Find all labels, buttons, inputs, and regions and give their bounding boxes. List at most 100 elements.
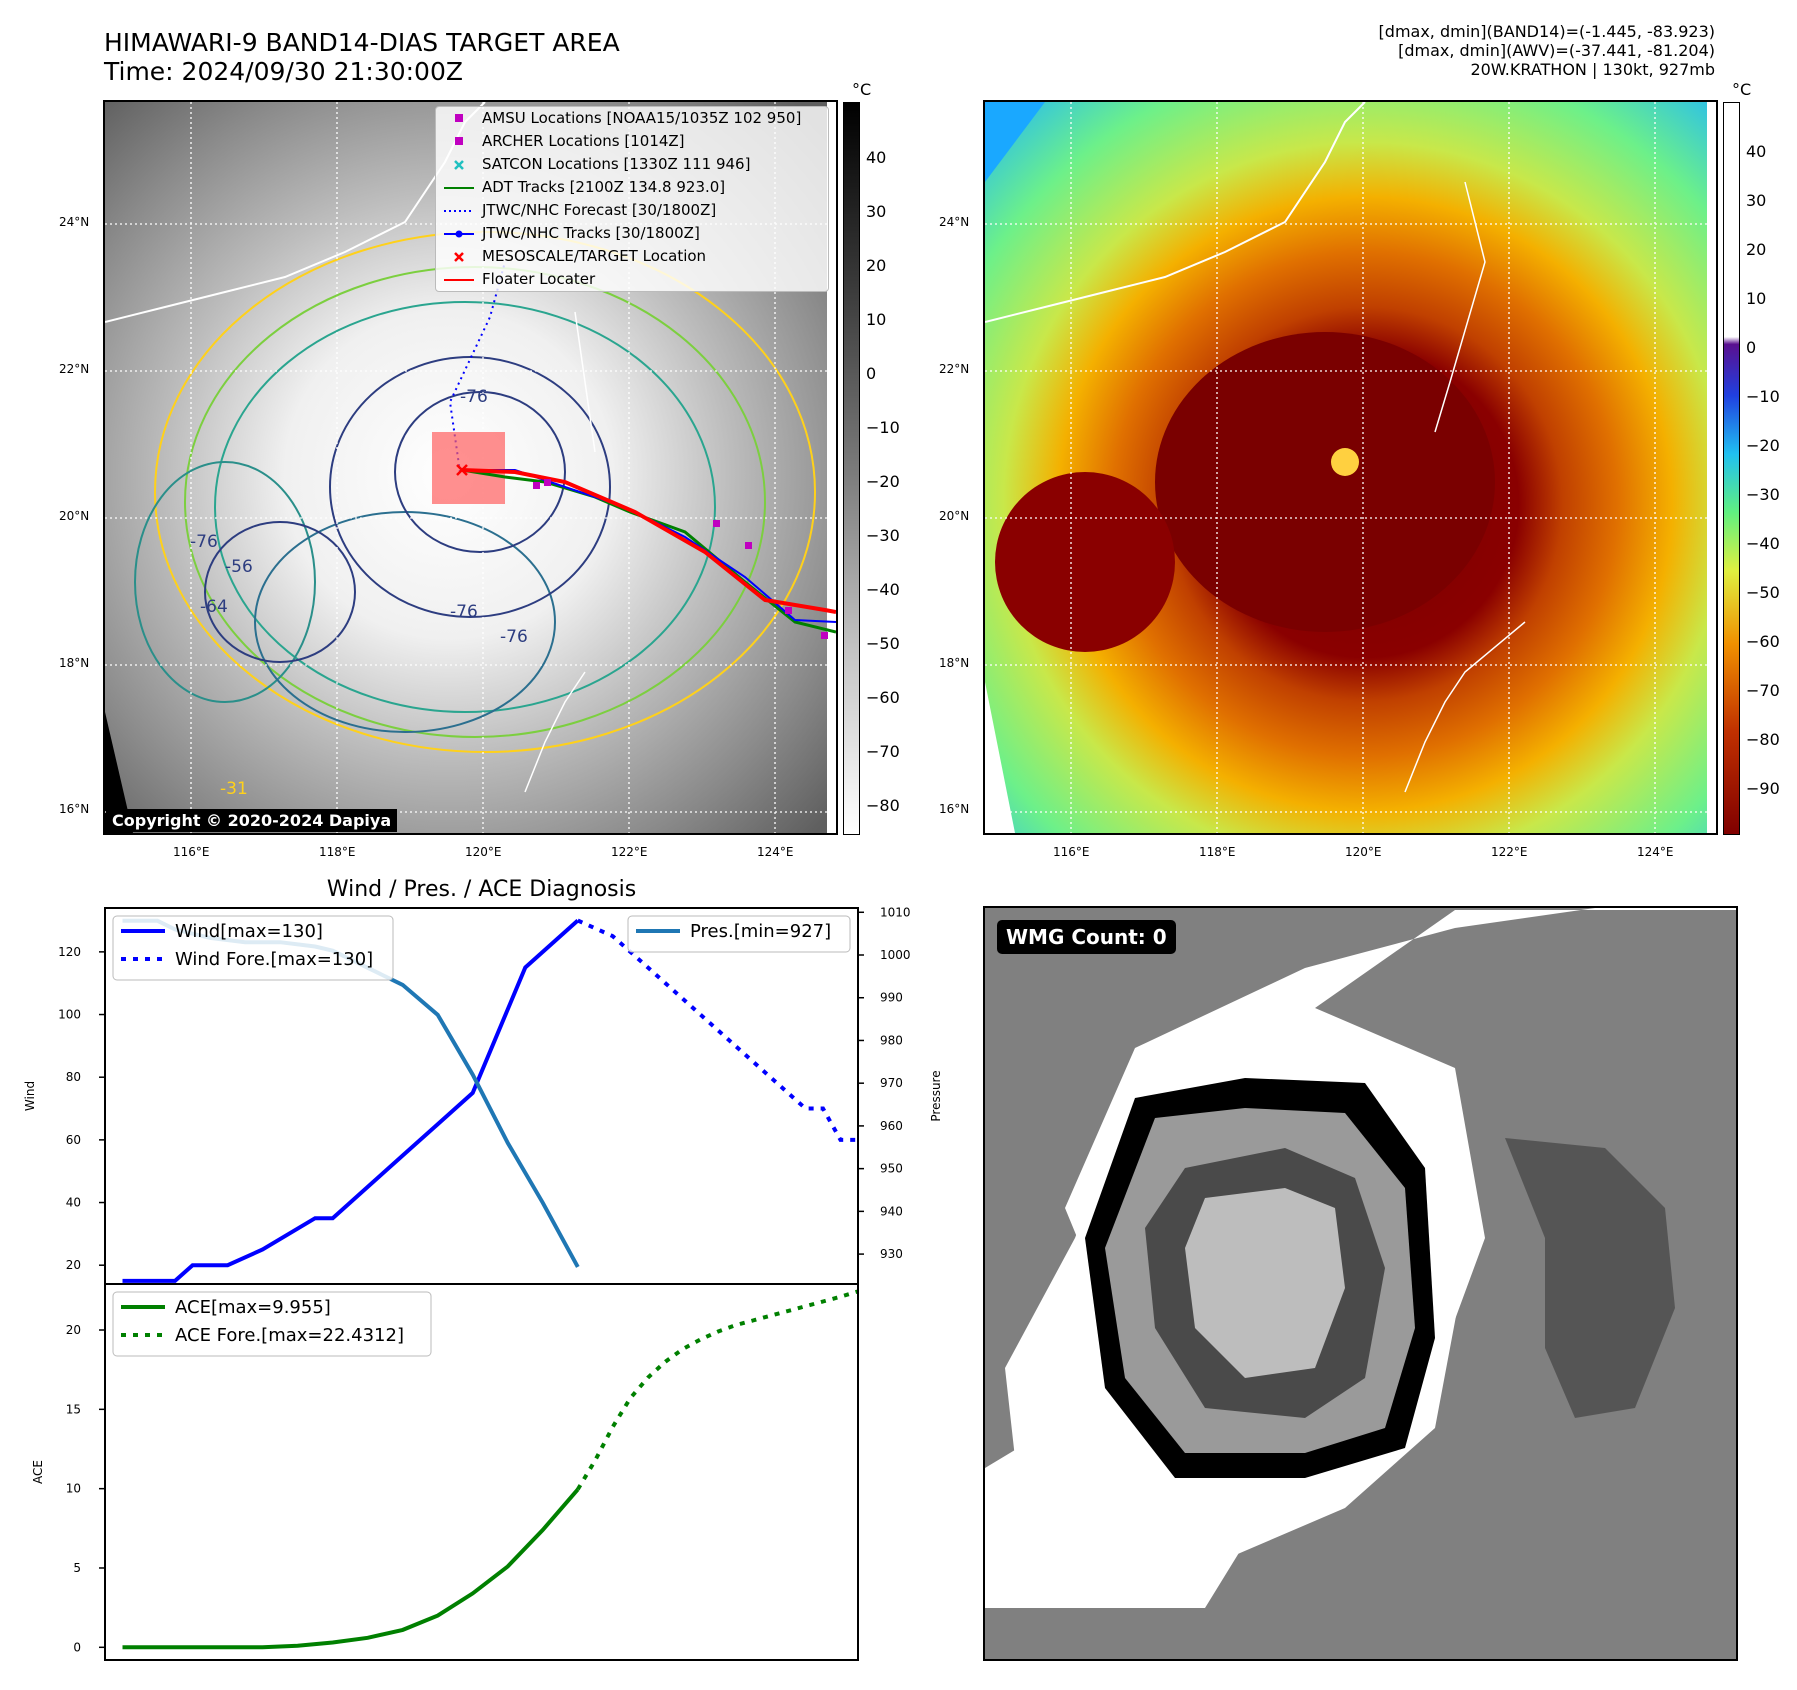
awv-colorbar	[1723, 102, 1740, 835]
lat-label: 16°N	[59, 802, 90, 816]
lat-label: 20°N	[59, 509, 90, 523]
colorbar-tick: 20	[866, 256, 887, 275]
legend-jtwc-forecast: JTWC/NHC Forecast [30/1800Z]	[436, 199, 828, 222]
lat-label: 18°N	[59, 656, 90, 670]
y2-tick-label: 940	[880, 1204, 903, 1218]
contour-label: -76	[460, 387, 488, 407]
info-panel: [dmax, dmin](BAND14)=(-1.445, -83.923) […	[1379, 22, 1715, 79]
legend-adt: ADT Tracks [2100Z 134.8 923.0]	[436, 176, 828, 199]
legend-label: Wind[max=130]	[175, 921, 323, 942]
colorbar-tick: 10	[866, 310, 887, 329]
lat-label: 24°N	[59, 215, 90, 229]
contour-label: -31	[220, 779, 248, 799]
y2-tick-label: 930	[880, 1247, 903, 1261]
chart-legend-box	[627, 915, 851, 953]
colorbar-tick: −70	[866, 742, 900, 761]
y2-tick-label: 1000	[880, 948, 911, 962]
colorbar-tick: −80	[1746, 730, 1780, 749]
y2-tick-label: 980	[880, 1033, 903, 1047]
colorbar-tick: −10	[866, 418, 900, 437]
contour-label: -64	[200, 597, 228, 617]
chart-subtitle: Wind / Pres. / ACE Diagnosis	[327, 877, 636, 902]
lat-label: 22°N	[59, 362, 90, 376]
wmg-panel: WMG Count: 0	[983, 906, 1738, 1661]
legend-mesoscale: MESOSCALE/TARGET Location	[436, 245, 828, 268]
y2-tick-label: 1010	[880, 905, 911, 919]
y-tick-label: 15	[66, 1402, 81, 1416]
lon-label: 120°E	[465, 845, 502, 859]
colorbar-tick: −60	[866, 688, 900, 707]
map-legend: AMSU Locations [NOAA15/1035Z 102 950] AR…	[435, 106, 829, 292]
y-tick-label: 80	[66, 1070, 81, 1084]
lat-label: 20°N	[939, 509, 970, 523]
y-axis-label: Wind	[23, 1081, 37, 1111]
lat-label: 22°N	[939, 362, 970, 376]
chart-title: HIMAWARI-9 BAND14-DIAS TARGET AREA	[104, 28, 620, 57]
contour-label: -76	[500, 627, 528, 647]
colorbar-tick: 40	[866, 148, 887, 167]
lat-label: 18°N	[939, 656, 970, 670]
info-storm: 20W.KRATHON | 130kt, 927mb	[1470, 60, 1715, 79]
wmg-count-badge: WMG Count: 0	[997, 920, 1176, 954]
colorbar-unit: °C	[1732, 80, 1752, 99]
colorbar-tick: −50	[1746, 583, 1780, 602]
legend-amsu: AMSU Locations [NOAA15/1035Z 102 950]	[436, 107, 828, 130]
lat-label: 24°N	[939, 215, 970, 229]
lon-label: 118°E	[1199, 845, 1236, 859]
lon-label: 124°E	[757, 845, 794, 859]
lon-label: 116°E	[173, 845, 210, 859]
legend-label: Pres.[min=927]	[690, 921, 831, 942]
ace-frame	[104, 1283, 859, 1661]
lat-label: 16°N	[939, 802, 970, 816]
y2-axis-label: Pressure	[929, 1070, 943, 1121]
y-tick-label: 100	[58, 1008, 81, 1022]
y-tick-label: 40	[66, 1196, 81, 1210]
colorbar-tick: −20	[1746, 436, 1780, 455]
colorbar-tick: 30	[866, 202, 887, 221]
colorbar-tick: 0	[1746, 338, 1757, 357]
colorbar-tick: 40	[1746, 142, 1767, 161]
y-tick-label: 20	[66, 1323, 81, 1337]
lon-label: 122°E	[611, 845, 648, 859]
legend-floater: Floater Locater	[436, 268, 828, 291]
chart-legend-box	[112, 915, 394, 981]
contour-label: -76	[450, 602, 478, 622]
colorbar-unit: °C	[852, 80, 872, 99]
y2-tick-label: 950	[880, 1162, 903, 1176]
colorbar-tick: 20	[1746, 240, 1767, 259]
colorbar-tick: −20	[866, 472, 900, 491]
awv-map-panel	[983, 100, 1718, 835]
info-band14: [dmax, dmin](BAND14)=(-1.445, -83.923)	[1378, 22, 1715, 41]
line-dot-icon	[442, 222, 476, 245]
colorbar-tick: −40	[866, 580, 900, 599]
x-marker-icon	[442, 153, 476, 176]
colorbar-tick: 30	[1746, 191, 1767, 210]
grayscale-colorbar	[843, 102, 860, 835]
lon-label: 118°E	[319, 845, 356, 859]
y-tick-label: 20	[66, 1258, 81, 1272]
square-marker-icon	[442, 107, 476, 130]
legend-label: ACE Fore.[max=22.4312]	[175, 1325, 404, 1346]
y2-tick-label: 960	[880, 1119, 903, 1133]
lon-label: 116°E	[1053, 845, 1090, 859]
line-icon	[442, 176, 476, 199]
legend-jtwc-tracks: JTWC/NHC Tracks [30/1800Z]	[436, 222, 828, 245]
dotted-line-icon	[442, 199, 476, 222]
lon-label: 124°E	[1637, 845, 1674, 859]
colorbar-tick: −60	[1746, 632, 1780, 651]
y-tick-label: 60	[66, 1133, 81, 1147]
y2-tick-label: 970	[880, 1076, 903, 1090]
colorbar-tick: −70	[1746, 681, 1780, 700]
legend-satcon: SATCON Locations [1330Z 111 946]	[436, 153, 828, 176]
colorbar-tick: −50	[866, 634, 900, 653]
y-tick-label: 120	[58, 945, 81, 959]
lon-label: 120°E	[1345, 845, 1382, 859]
contour-label: -56	[225, 557, 253, 577]
contour-label: -76	[190, 532, 218, 552]
chart-legend-box	[112, 1291, 432, 1357]
colorbar-tick: −90	[1746, 779, 1780, 798]
x-marker-icon	[442, 245, 476, 268]
square-marker-icon	[442, 130, 476, 153]
wmg-image	[985, 908, 1736, 1608]
legend-label: ACE[max=9.955]	[175, 1297, 331, 1318]
